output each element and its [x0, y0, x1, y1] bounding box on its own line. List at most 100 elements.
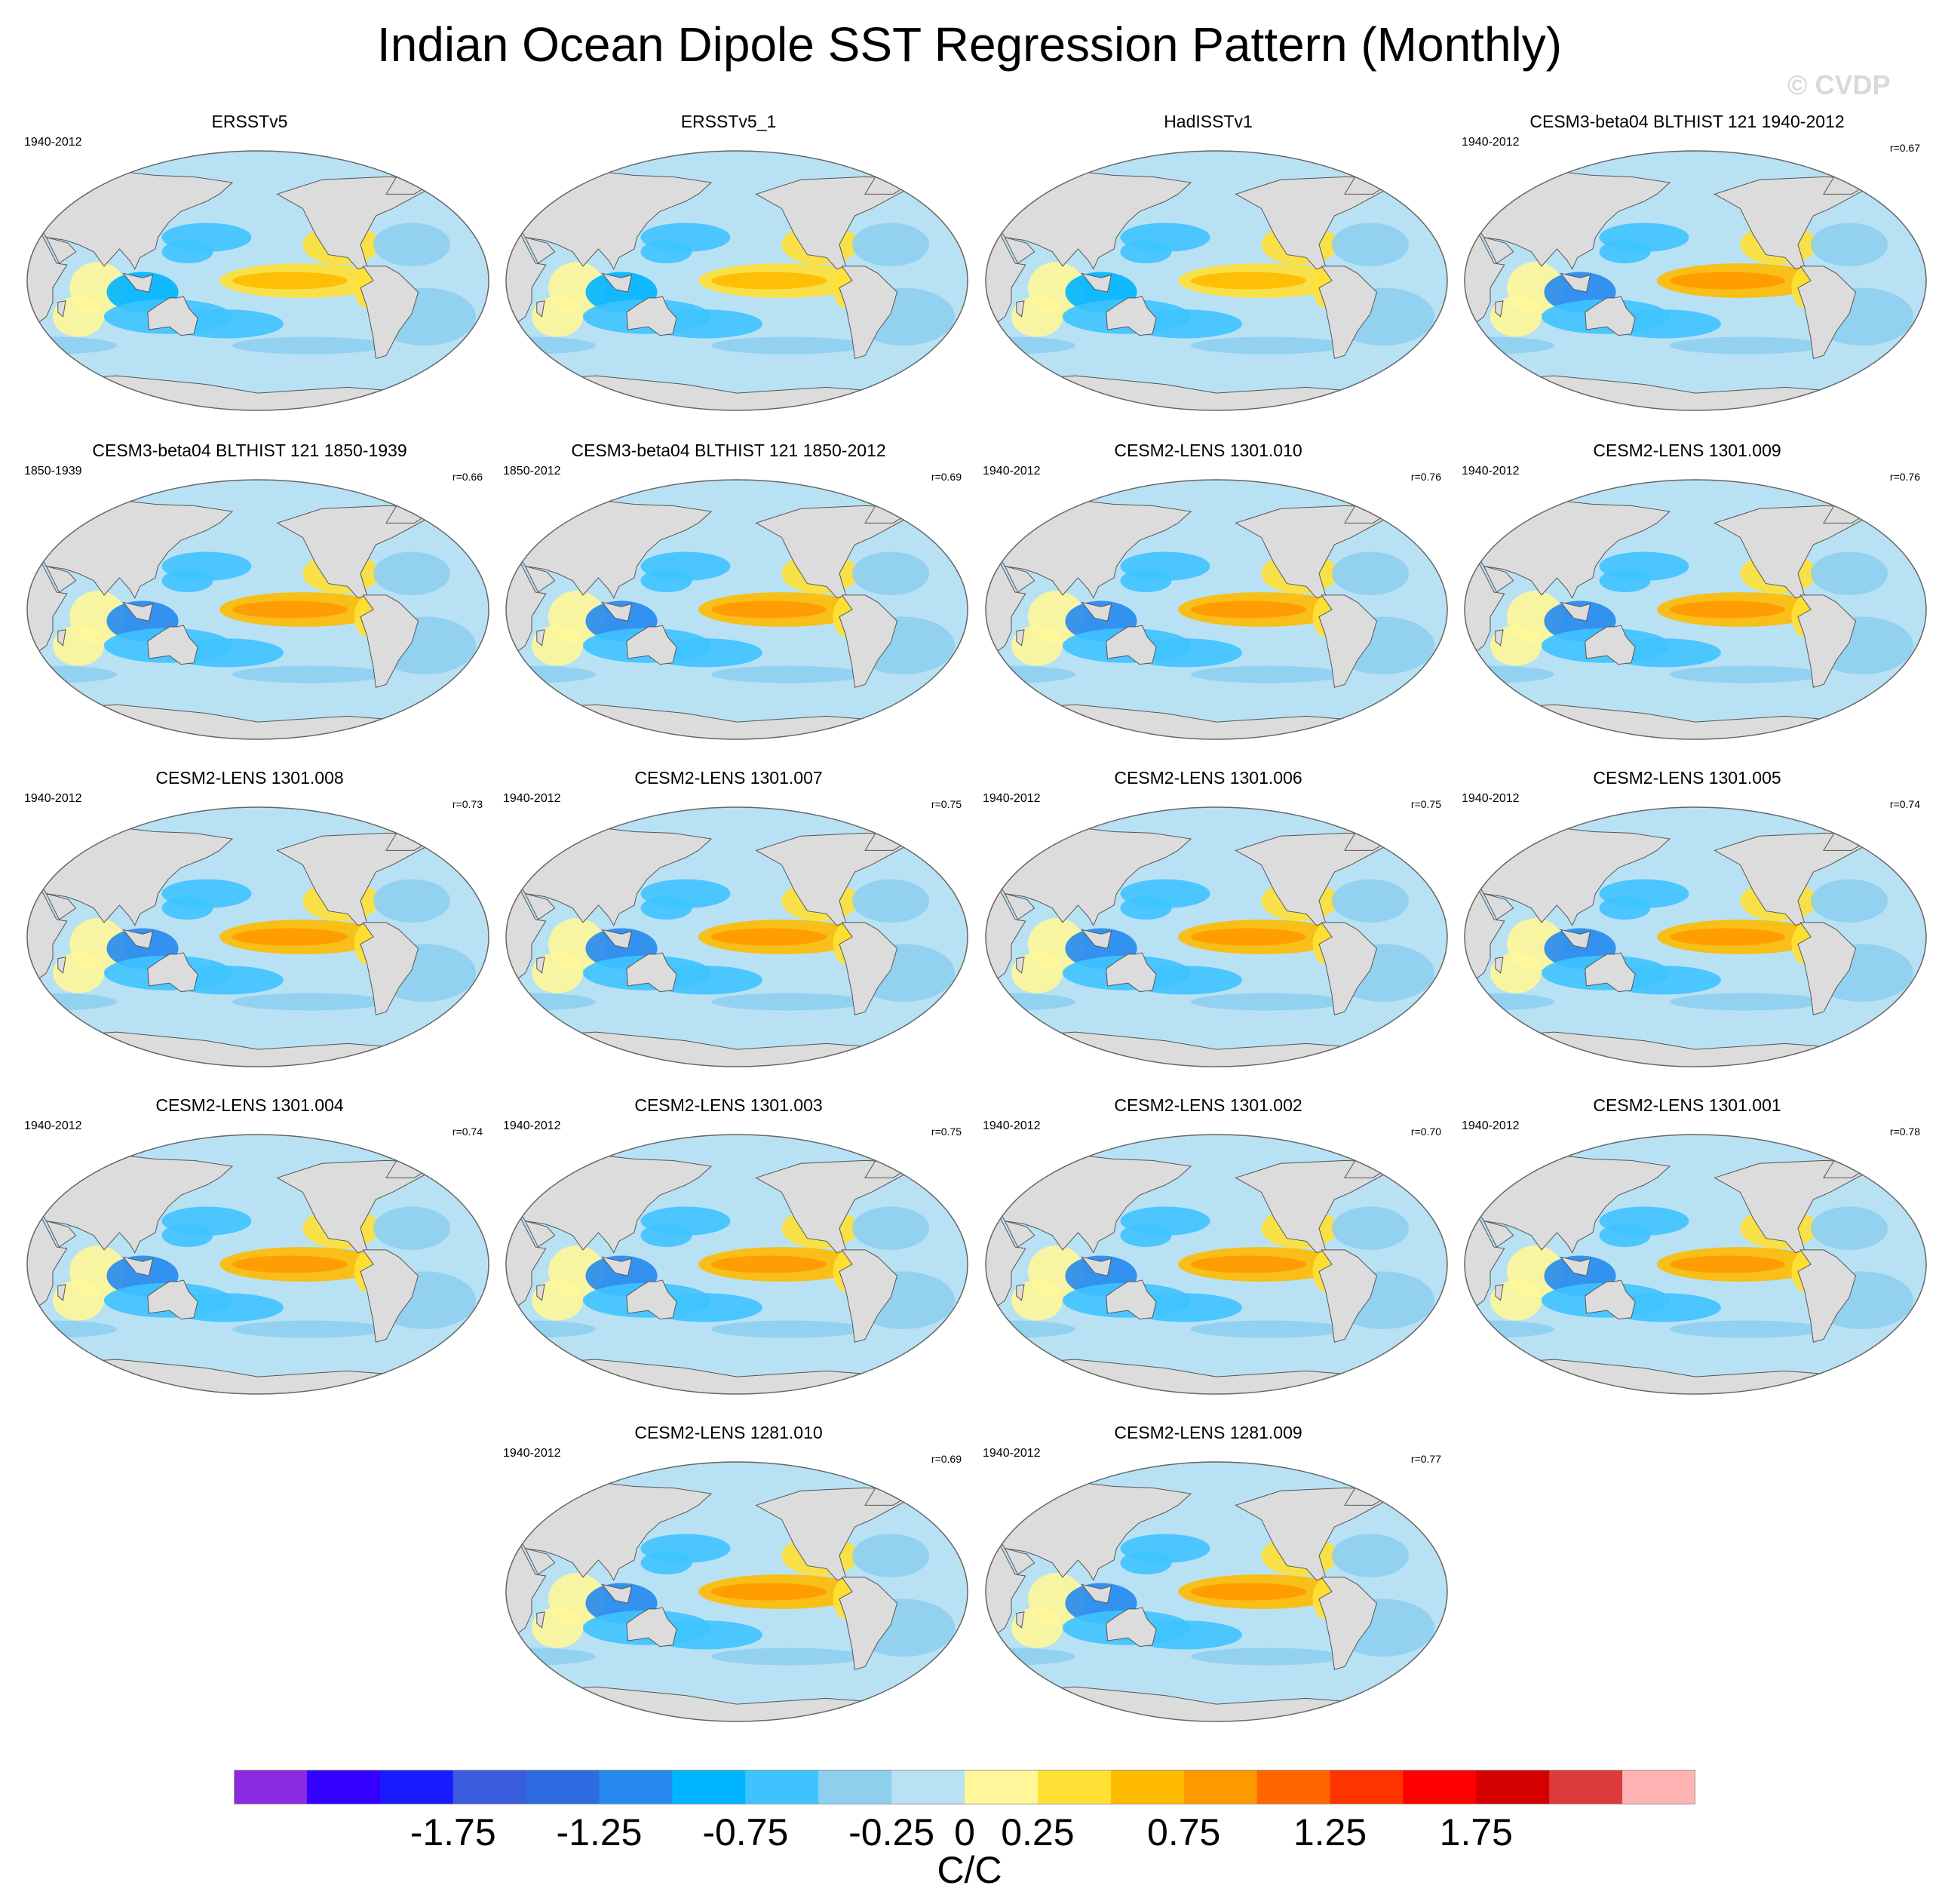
panel-title: CESM2-LENS 1281.010: [634, 1423, 823, 1442]
map-boundary: [985, 150, 1448, 411]
sst-field: [27, 807, 489, 1067]
panel-period: 1940-2012: [983, 792, 1041, 805]
colorbar-swatch: [453, 1770, 527, 1804]
land-mass: [1713, 176, 1901, 270]
land-mass: [1495, 1284, 1504, 1301]
anomaly-region: [1670, 272, 1785, 290]
land-mass: [1081, 1256, 1112, 1276]
land-mass: [1016, 629, 1025, 646]
land-mass: [536, 957, 545, 974]
land-mass: [524, 565, 556, 593]
colorbar-swatch: [306, 1770, 381, 1804]
pattern-correlation: r=0.73: [452, 798, 483, 810]
panel-period: 1940-2012: [1462, 136, 1520, 149]
land-mass: [1235, 1159, 1422, 1254]
map-panel: HadISSTv1: [971, 112, 1448, 430]
sst-field: [986, 1135, 1447, 1394]
pattern-correlation: r=0.78: [1889, 1126, 1920, 1138]
panel-period: 1940-2012: [24, 136, 82, 149]
land-mass: [1004, 565, 1035, 593]
map-boundary: [985, 1461, 1448, 1722]
colorbar-tick-label: 0.25: [1001, 1811, 1075, 1853]
anomaly-region: [647, 638, 762, 668]
map-boundary: [1464, 806, 1927, 1067]
land-mass: [1004, 1547, 1035, 1575]
anomaly-region: [1606, 638, 1721, 668]
anomaly-region: [640, 1551, 692, 1575]
land-mass: [536, 300, 545, 318]
map-boundary: [985, 479, 1448, 740]
figure-title: Indian Ocean Dipole SST Regression Patte…: [376, 17, 1563, 72]
land-mass: [1081, 601, 1112, 622]
anomaly-region: [852, 1534, 929, 1577]
anomaly-region: [852, 551, 929, 595]
land-mass: [1235, 1487, 1422, 1581]
anomaly-region: [532, 1280, 583, 1321]
land-mass: [601, 601, 633, 622]
land-mass: [276, 505, 464, 599]
land-mass: [1318, 922, 1378, 1015]
land-mass: [626, 952, 677, 993]
map-panel: ERSSTv5_1: [491, 112, 968, 430]
world-map: [1464, 479, 1927, 740]
land-mass: [1560, 929, 1591, 949]
land-mass: [1235, 505, 1422, 599]
land-mass: [524, 892, 556, 920]
land-mass: [1713, 505, 1901, 599]
land-mass: [1318, 1249, 1378, 1343]
land-mass: [1081, 929, 1112, 949]
anomaly-region: [373, 879, 450, 923]
panel-title: CESM2-LENS 1301.004: [155, 1095, 344, 1115]
map-boundary: [1464, 1134, 1927, 1395]
anomaly-region: [1191, 1583, 1306, 1601]
panel-title: CESM3-beta04 BLTHIST 121 1940-2012: [1529, 112, 1845, 131]
map-panel: CESM2-LENS 1301.006 1940-2012 r=0.75: [971, 768, 1448, 1086]
anomaly-region: [1191, 1320, 1345, 1338]
colorbar-tick-label: -0.25: [848, 1811, 935, 1853]
anomaly-region: [1191, 993, 1345, 1011]
land-mass: [1106, 952, 1157, 993]
anomaly-region: [1670, 1320, 1824, 1338]
land-mass: [1713, 1159, 1901, 1254]
map-boundary: [505, 150, 968, 411]
world-map: [1464, 1134, 1927, 1395]
land-mass: [122, 1256, 154, 1276]
anomaly-region: [161, 240, 213, 264]
map-panel: CESM2-LENS 1301.001 1940-2012 r=0.78: [1450, 1095, 1927, 1414]
land-mass: [839, 1249, 898, 1343]
land-mass: [1016, 1611, 1025, 1629]
land-mass: [536, 629, 545, 646]
land-mass: [755, 1487, 943, 1581]
land-mass: [506, 1537, 547, 1643]
anomaly-region: [647, 966, 762, 995]
world-map: [1464, 806, 1927, 1067]
colorbar-tick-label: -1.25: [556, 1811, 643, 1853]
land-mass: [1016, 300, 1025, 318]
sst-field: [27, 1135, 489, 1394]
anomaly-region: [1120, 569, 1172, 593]
sst-field: [986, 807, 1447, 1067]
land-mass: [1585, 296, 1636, 336]
anomaly-region: [1811, 879, 1888, 923]
land-mass: [1713, 832, 1901, 926]
panel-period: 1940-2012: [1462, 792, 1520, 805]
anomaly-region: [1332, 879, 1409, 923]
colorbar-outline: [234, 1770, 1695, 1804]
land-mass: [1560, 272, 1591, 293]
anomaly-region: [1011, 1608, 1063, 1648]
colorbar-swatch: [672, 1770, 746, 1804]
map-boundary: [985, 806, 1448, 1067]
panel-title: CESM2-LENS 1301.010: [1114, 441, 1302, 460]
anomaly-region: [53, 625, 104, 666]
anomaly-region: [1490, 296, 1542, 337]
pattern-correlation: r=0.66: [452, 471, 483, 483]
panel-title: CESM2-LENS 1301.008: [155, 768, 344, 788]
anomaly-region: [1191, 1648, 1345, 1666]
anomaly-region: [168, 638, 284, 668]
world-map: [1464, 150, 1927, 411]
land-mass: [506, 1210, 547, 1316]
anomaly-region: [640, 240, 692, 264]
land-mass: [27, 883, 68, 988]
anomaly-region: [1606, 966, 1721, 995]
land-mass: [122, 601, 154, 622]
